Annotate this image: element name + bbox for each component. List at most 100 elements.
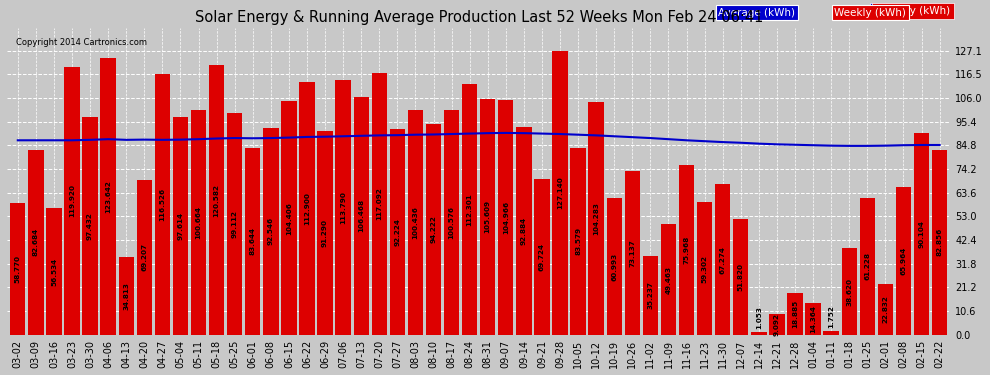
Bar	[209, 65, 225, 335]
Text: 120.582: 120.582	[214, 183, 220, 216]
Bar	[281, 101, 297, 335]
Bar	[896, 188, 911, 335]
Bar	[715, 184, 731, 335]
Bar	[480, 99, 495, 335]
Bar	[552, 51, 567, 335]
Text: 100.436: 100.436	[413, 206, 419, 239]
Text: 90.104: 90.104	[919, 220, 925, 248]
Bar	[932, 150, 947, 335]
Bar	[914, 134, 930, 335]
Bar	[47, 209, 61, 335]
Text: 100.576: 100.576	[448, 206, 454, 239]
Text: 104.283: 104.283	[593, 202, 599, 235]
Bar	[100, 58, 116, 335]
Text: 104.966: 104.966	[503, 201, 509, 234]
Text: 49.463: 49.463	[665, 266, 671, 294]
Text: 61.228: 61.228	[864, 252, 870, 280]
Bar	[82, 117, 98, 335]
Text: 67.274: 67.274	[720, 246, 726, 273]
Bar	[154, 74, 170, 335]
Text: Copyright 2014 Cartronics.com: Copyright 2014 Cartronics.com	[17, 38, 148, 46]
Bar	[426, 124, 442, 335]
Bar	[643, 256, 658, 335]
Text: 104.406: 104.406	[286, 202, 292, 234]
Bar	[28, 150, 44, 335]
Bar	[498, 100, 514, 335]
Text: 100.664: 100.664	[196, 206, 202, 239]
Text: 106.468: 106.468	[358, 199, 364, 232]
Text: 34.813: 34.813	[123, 282, 130, 310]
Bar	[263, 128, 278, 335]
Text: 35.237: 35.237	[647, 282, 653, 309]
Bar	[535, 179, 549, 335]
Bar	[697, 202, 713, 335]
Bar	[734, 219, 748, 335]
Text: 56.534: 56.534	[50, 258, 57, 286]
Text: 113.790: 113.790	[341, 191, 346, 224]
Text: 18.885: 18.885	[792, 300, 798, 328]
Text: 69.207: 69.207	[142, 243, 148, 272]
Text: 83.579: 83.579	[575, 227, 581, 255]
Text: 127.140: 127.140	[557, 176, 563, 209]
Text: 123.642: 123.642	[105, 180, 111, 213]
Bar	[787, 292, 803, 335]
Text: 94.222: 94.222	[431, 216, 437, 243]
Text: 105.609: 105.609	[485, 200, 491, 233]
Bar	[371, 73, 387, 335]
Text: 58.770: 58.770	[15, 255, 21, 283]
Text: Average (kWh): Average (kWh)	[873, 6, 950, 16]
Text: 1.053: 1.053	[755, 306, 762, 329]
Text: 83.644: 83.644	[249, 227, 255, 255]
Text: 91.290: 91.290	[322, 219, 328, 247]
Bar	[191, 110, 206, 335]
Text: 75.968: 75.968	[683, 236, 690, 264]
Text: 92.224: 92.224	[394, 218, 400, 246]
Bar	[137, 180, 152, 335]
Bar	[625, 171, 640, 335]
Bar	[408, 110, 423, 335]
Bar	[516, 127, 532, 335]
Text: 51.820: 51.820	[738, 263, 743, 291]
Text: 97.614: 97.614	[177, 212, 183, 240]
Bar	[318, 131, 333, 335]
Text: 117.092: 117.092	[376, 188, 382, 220]
Text: 116.526: 116.526	[159, 188, 165, 221]
Text: Average (kWh): Average (kWh)	[719, 8, 795, 18]
Text: 9.092: 9.092	[774, 313, 780, 336]
Bar	[588, 102, 604, 335]
Bar	[173, 117, 188, 335]
Text: 112.301: 112.301	[466, 193, 472, 226]
Bar	[227, 113, 243, 335]
Text: 82.856: 82.856	[937, 228, 942, 256]
Text: 22.832: 22.832	[882, 296, 888, 323]
Text: 92.546: 92.546	[268, 217, 274, 245]
Bar	[660, 224, 676, 335]
Bar	[751, 333, 766, 335]
Bar	[444, 110, 459, 335]
Bar	[246, 148, 260, 335]
Bar	[570, 148, 586, 335]
Text: 14.364: 14.364	[810, 305, 816, 333]
Bar	[390, 129, 405, 335]
Bar	[806, 303, 821, 335]
Bar	[10, 203, 26, 335]
Bar	[859, 198, 875, 335]
Text: 38.620: 38.620	[846, 278, 852, 306]
Bar	[64, 67, 80, 335]
Bar	[769, 315, 785, 335]
Text: 92.884: 92.884	[521, 217, 527, 245]
Text: Weekly (kWh): Weekly (kWh)	[835, 8, 906, 18]
Bar	[353, 97, 369, 335]
Bar	[842, 249, 857, 335]
Bar	[607, 198, 622, 335]
Text: 65.964: 65.964	[901, 247, 907, 275]
Text: 1.752: 1.752	[829, 304, 835, 327]
Text: 73.137: 73.137	[630, 239, 636, 267]
Bar	[462, 84, 477, 335]
Text: 99.112: 99.112	[232, 210, 238, 238]
Bar	[878, 284, 893, 335]
Text: 112.900: 112.900	[304, 192, 310, 225]
Text: 69.724: 69.724	[539, 243, 545, 271]
Bar	[824, 331, 839, 335]
Text: 82.684: 82.684	[33, 228, 39, 256]
